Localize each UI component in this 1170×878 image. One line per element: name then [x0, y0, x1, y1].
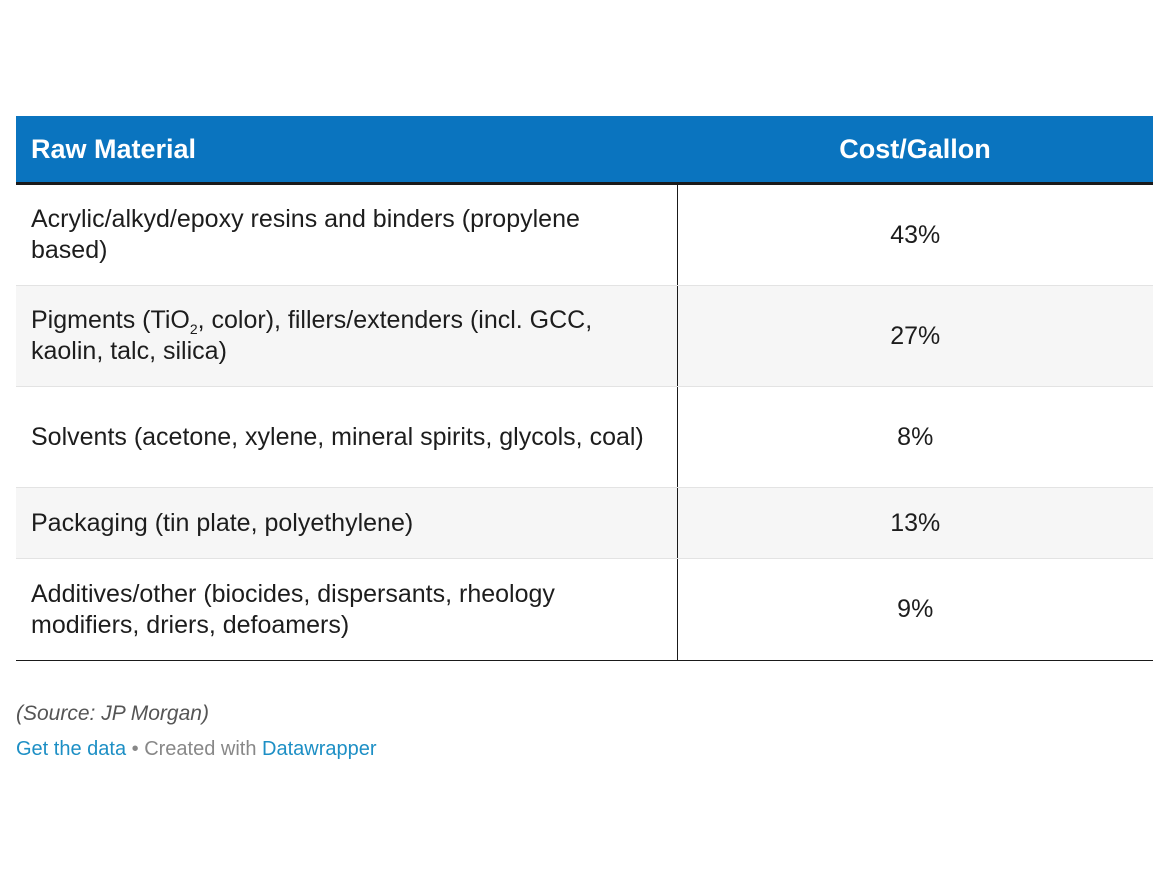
get-the-data-link[interactable]: Get the data: [16, 738, 127, 760]
table-header-row: Raw Material Cost/Gallon: [16, 116, 1153, 185]
table-row: Additives/other (biocides, dispersants, …: [16, 558, 1153, 661]
material-text-before: Pigments (TiO: [31, 306, 190, 334]
cell-material: Pigments (TiO2, color), fillers/extender…: [16, 285, 678, 387]
cell-material: Packaging (tin plate, polyethylene): [16, 487, 678, 559]
credits-line: Get the data • Created with Datawrapper: [16, 736, 1153, 762]
chart-footer: (Source: JP Morgan) Get the data • Creat…: [16, 700, 1153, 762]
data-table: Raw Material Cost/Gallon Acrylic/alkyd/e…: [16, 116, 1153, 661]
cell-cost: 27%: [677, 285, 1153, 387]
datawrapper-link[interactable]: Datawrapper: [262, 738, 377, 760]
header-raw-material[interactable]: Raw Material: [16, 116, 677, 185]
header-cost-gallon[interactable]: Cost/Gallon: [677, 116, 1153, 185]
table-row: Acrylic/alkyd/epoxy resins and binders (…: [16, 183, 1153, 286]
cell-material: Acrylic/alkyd/epoxy resins and binders (…: [16, 183, 678, 286]
material-subscript: 2: [189, 321, 198, 337]
data-table-container: Raw Material Cost/Gallon Acrylic/alkyd/e…: [16, 116, 1153, 661]
material-text-after: , color), fillers/extenders (incl. GCC, …: [31, 306, 593, 365]
source-note: (Source: JP Morgan): [16, 702, 209, 725]
cell-cost: 8%: [677, 386, 1153, 488]
cell-cost: 43%: [677, 183, 1153, 286]
cell-material: Solvents (acetone, xylene, mineral spiri…: [16, 386, 678, 488]
credits-separator: • Created with: [126, 738, 263, 760]
cell-material: Additives/other (biocides, dispersants, …: [16, 558, 678, 661]
table-row: Packaging (tin plate, polyethylene) 13%: [16, 487, 1153, 559]
cell-cost: 13%: [677, 487, 1153, 559]
table-row: Solvents (acetone, xylene, mineral spiri…: [16, 386, 1153, 488]
table-row: Pigments (TiO2, color), fillers/extender…: [16, 285, 1153, 387]
cell-cost: 9%: [677, 558, 1153, 661]
